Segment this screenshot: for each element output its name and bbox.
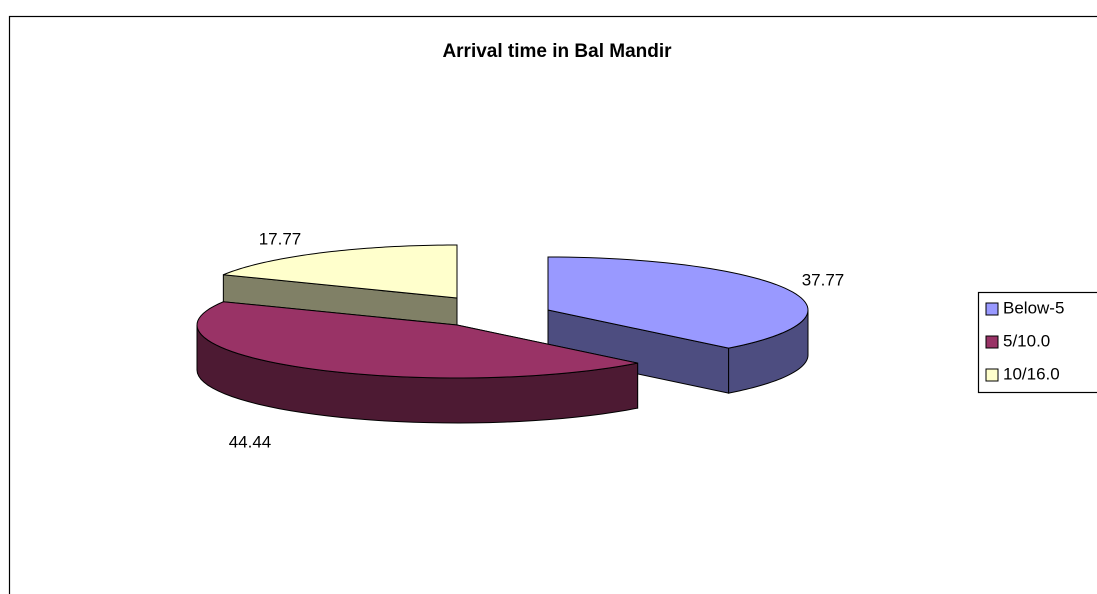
data-label: 17.77	[259, 229, 302, 248]
legend-label: 10/16.0	[1003, 364, 1060, 383]
pie-slice	[196, 301, 639, 424]
data-label: 37.77	[802, 270, 845, 289]
data-label: 44.44	[229, 432, 272, 451]
legend-label: Below-5	[1003, 298, 1064, 317]
legend-swatch	[985, 302, 999, 316]
legend-swatch	[985, 335, 999, 349]
slice-top	[547, 256, 809, 349]
chart-title: Arrival time in Bal Mandir	[442, 41, 672, 62]
legend-label: 5/10.0	[1003, 331, 1050, 350]
slice-top	[223, 244, 458, 299]
pie-slice	[547, 256, 809, 394]
legend-swatch	[985, 368, 999, 382]
slice-top	[196, 301, 638, 379]
